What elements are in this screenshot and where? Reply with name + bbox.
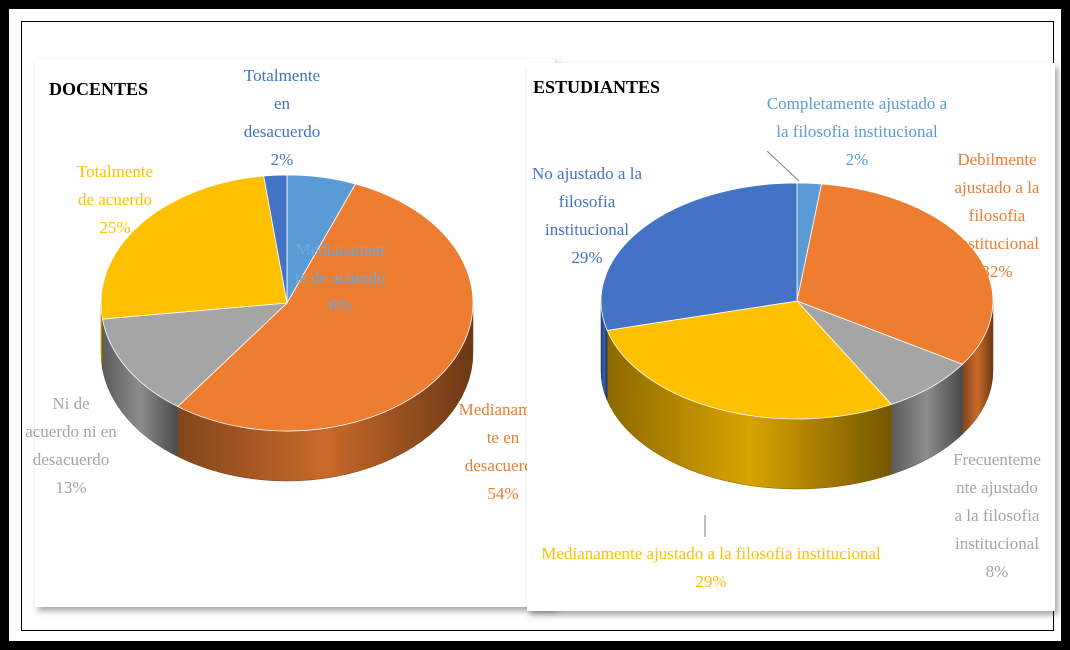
pie-slice-ni-de-acuerdo-ni-en-desacuerdo xyxy=(101,302,289,408)
data-label-ni-de-acuerdo-ni-en-desacuerdo: Ni de acuerdo ni en desacuerdo 13% xyxy=(25,394,117,497)
docentes-chart-panel: DOCENTES Totalmente en desacuerdo 2% Mediana… xyxy=(25,59,555,607)
data-label-medianamente-en-desacuerdo: Medianamen te en desacuerdo 54% xyxy=(459,400,548,503)
pie-slice-totalmente-en-desacuerdo xyxy=(263,174,288,304)
pie-slice-medianamente-en-desacuerdo xyxy=(176,183,474,432)
estudiantes-pie-top xyxy=(600,182,994,420)
chart-title: ESTUDIANTES xyxy=(533,77,660,97)
data-label-completamente-ajustado-a-la-filosofia-institucional: Completamente ajustado a la filosofia ins… xyxy=(767,94,948,169)
chart-title: DOCENTES xyxy=(49,79,148,99)
pie-slice-debilmente-ajustado-a-la-filosofia-institucional xyxy=(796,183,994,365)
data-label-debilmente-ajustado-a-la-filosofia-institucional: Debilmente ajustado a la filosofia instituc… xyxy=(955,150,1040,281)
docentes-pie-chart: DOCENTES Totalmente en desacuerdo 2% Mediana… xyxy=(25,66,548,503)
data-label-totalmente-en-desacuerdo: Totalmente en desacuerdo 2% xyxy=(244,66,320,169)
estudiantes-data-labels: Completamente ajustado a la filosofia ins… xyxy=(532,94,1041,591)
estudiantes-pie-chart: ESTUDIANTES Completamente ajustado a la f… xyxy=(532,77,1041,591)
docentes-pie-top xyxy=(100,174,474,432)
data-label-medianamente-de-acuerdo: Medianamen te de acuerdo 6% xyxy=(295,240,386,315)
leader-line xyxy=(766,150,800,182)
data-label-frecuentemente-ajustado-a-la-filosofia-institucional: Frecuenteme nte ajustado a la filosofia ins… xyxy=(953,450,1041,581)
outer-frame: DOCENTES Totalmente en desacuerdo 2% Mediana… xyxy=(7,7,1063,643)
pie-slice-totalmente-de-acuerdo xyxy=(100,175,288,320)
pie-slice-medianamente-ajustado-a-la-filosofia-institucional xyxy=(606,300,893,420)
docentes-data-labels: Totalmente en desacuerdo 2% Medianamen te de … xyxy=(25,66,548,503)
data-label-medianamente-ajustado-a-la-filosofia-institucional: Medianamente ajustado a la filosofia ins… xyxy=(541,544,881,591)
data-label-no-ajustado-a-la-filosofia-institucional: No ajustado a la filosofia institucional 29… xyxy=(532,164,642,267)
estudiantes-chart-panel: ESTUDIANTES Completamente ajustado a la f… xyxy=(527,63,1055,611)
data-label-totalmente-de-acuerdo: Totalmente de acuerdo 25% xyxy=(77,162,153,237)
pie-slice-no-ajustado-a-la-filosofia-institucional xyxy=(600,182,798,331)
pie-slice-frecuentemente-ajustado-a-la-filosofia-institucional xyxy=(796,300,964,405)
